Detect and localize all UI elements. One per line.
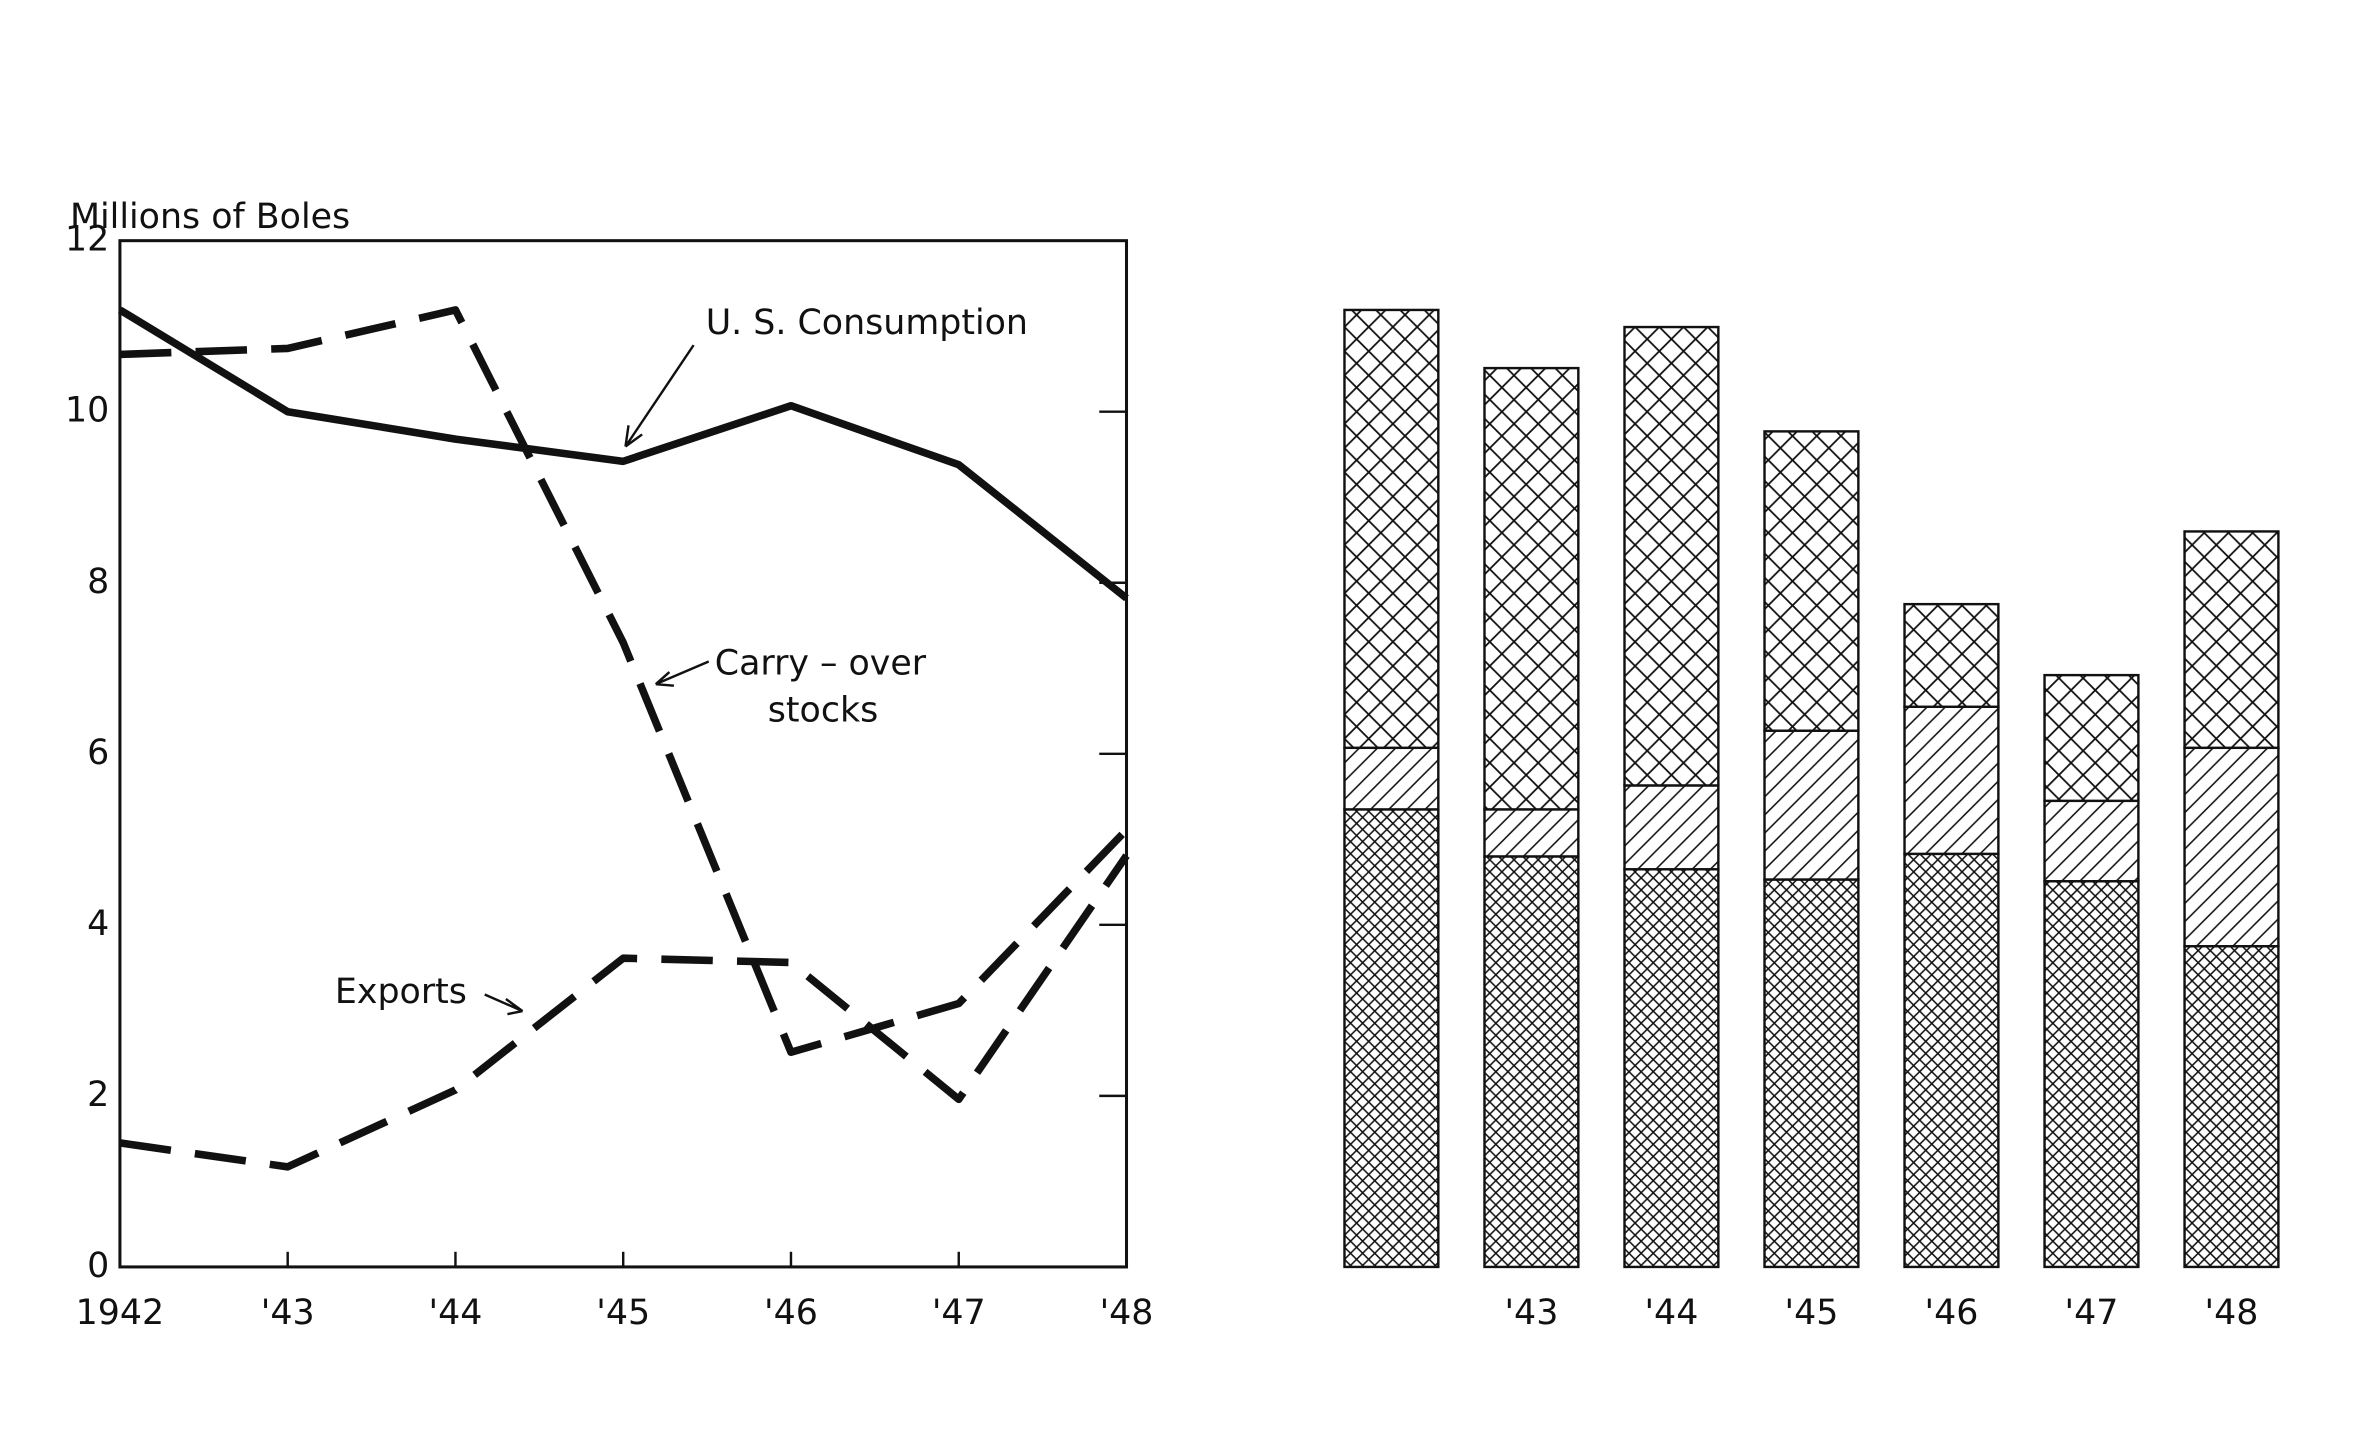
bar-segment [1903, 705, 2000, 856]
bar-segment [2043, 799, 2140, 883]
y-tick-label: 0 [87, 1246, 109, 1286]
x-tick-label: '43 [261, 1293, 315, 1333]
bar-segment [1343, 808, 1440, 1269]
x-tick-label: 1942 [76, 1293, 165, 1333]
x-tick-label: '44 [429, 1293, 483, 1333]
line-series [117, 306, 1129, 602]
bar-segment [2043, 673, 2140, 803]
bar-segment [1763, 878, 1860, 1269]
annotation: U. S. Consumption [706, 303, 1028, 343]
annotation: Exports [335, 972, 467, 1012]
x-tick-label: '48 [2205, 1293, 2259, 1333]
x-tick-label: '45 [1785, 1293, 1839, 1333]
arrow [624, 344, 695, 448]
bar-segment [1343, 746, 1440, 811]
bar-segment [2183, 945, 2280, 1269]
y-tick-label: 2 [87, 1075, 109, 1115]
bar-segment [1763, 430, 1860, 732]
x-tick-label: '47 [2065, 1293, 2119, 1333]
y-axis-label: Millions of Boles [70, 197, 350, 237]
bar-segment [1483, 366, 1580, 811]
arrows [484, 344, 710, 1016]
line-series [119, 853, 1130, 1171]
x-tick-label: '44 [1645, 1293, 1699, 1333]
bar-segment [2183, 530, 2280, 750]
bar-segment [1623, 784, 1720, 871]
y-tick-label: 4 [87, 904, 109, 944]
x-tick-label: '48 [1100, 1293, 1154, 1333]
bar-segment [1483, 808, 1580, 858]
y-tick-label: 8 [87, 562, 109, 602]
arrow [654, 660, 710, 687]
x-tick-label: '46 [764, 1293, 818, 1333]
y-tick-label: 6 [87, 733, 109, 773]
y-tick-label: 10 [65, 391, 109, 431]
x-tick-label: '46 [1925, 1293, 1979, 1333]
x-tick-label: '43 [1504, 1293, 1558, 1333]
annotation: Carry – over [715, 643, 927, 683]
bar-segment [2043, 880, 2140, 1269]
bar-segment [1623, 325, 1720, 787]
line-series [119, 306, 1130, 1057]
x-tick-label: '47 [932, 1293, 986, 1333]
arrow [484, 993, 524, 1016]
x-tick-label: '45 [596, 1293, 650, 1333]
bar-segment [1483, 855, 1580, 1269]
bar-segment [1903, 602, 2000, 708]
bar-segment [2183, 746, 2280, 948]
plot-frame [118, 239, 1129, 1269]
bar-segment [1763, 729, 1860, 881]
bar-segment [1903, 852, 2000, 1269]
annotation: stocks [768, 690, 878, 730]
bar-segment [1343, 308, 1440, 750]
y-tick-label: 12 [65, 220, 109, 260]
bar-segment [1623, 868, 1720, 1269]
